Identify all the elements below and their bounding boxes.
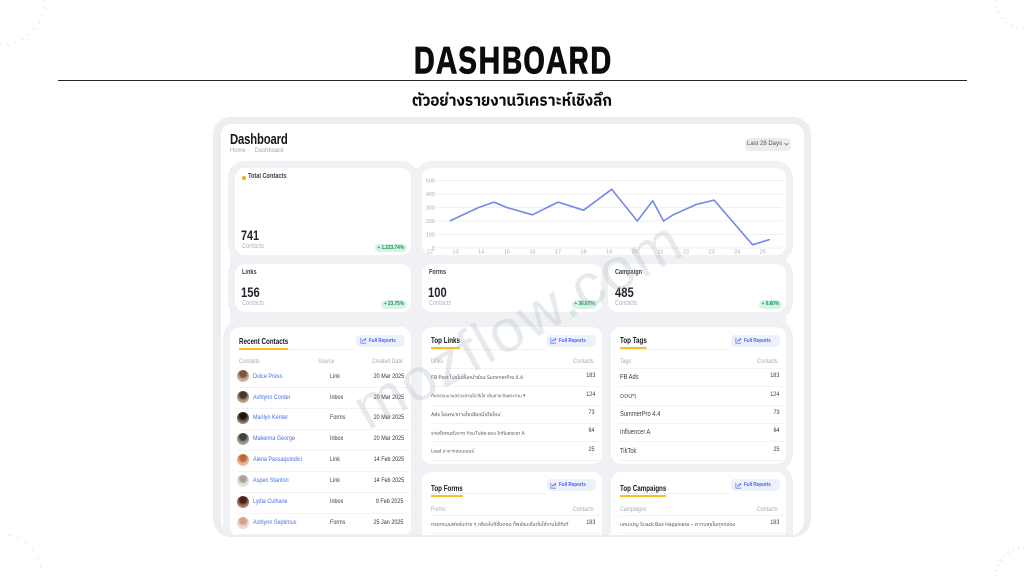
- svg-text:23: 23: [708, 250, 714, 256]
- svg-text:17: 17: [554, 250, 560, 256]
- svg-text:20: 20: [631, 250, 637, 256]
- svg-text:19: 19: [606, 250, 612, 256]
- svg-text:22: 22: [682, 250, 688, 256]
- svg-text:25: 25: [759, 250, 765, 256]
- svg-text:15: 15: [503, 250, 509, 256]
- svg-text:300: 300: [425, 206, 434, 212]
- svg-text:18: 18: [580, 250, 586, 256]
- svg-text:100: 100: [425, 233, 434, 239]
- svg-text:13: 13: [452, 250, 458, 256]
- svg-text:400: 400: [425, 192, 434, 198]
- svg-text:12: 12: [426, 250, 432, 256]
- svg-text:16: 16: [529, 250, 535, 256]
- svg-text:21: 21: [657, 250, 663, 256]
- svg-text:24: 24: [734, 250, 740, 256]
- svg-text:0: 0: [431, 246, 434, 252]
- svg-text:14: 14: [478, 250, 484, 256]
- svg-text:200: 200: [425, 219, 434, 225]
- svg-text:500: 500: [425, 179, 434, 185]
